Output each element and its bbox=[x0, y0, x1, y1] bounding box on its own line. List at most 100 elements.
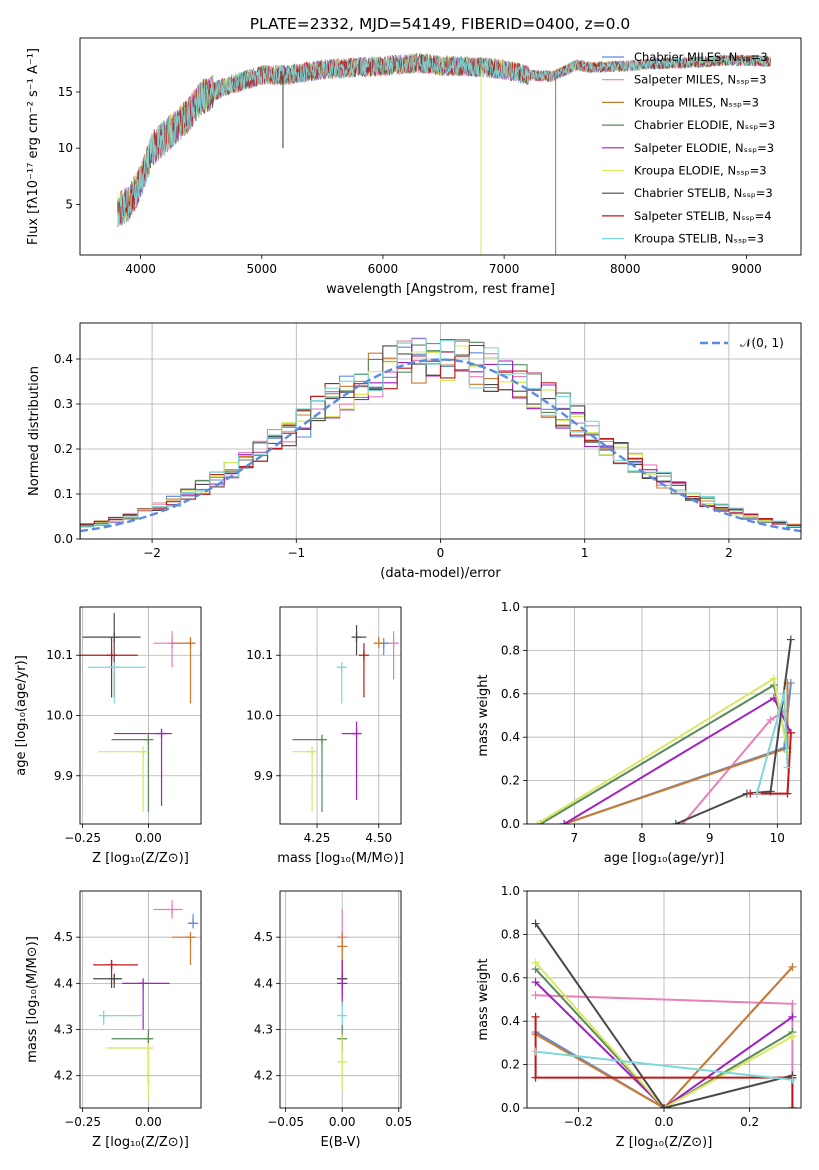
x-tick-label: 2 bbox=[725, 546, 733, 560]
y-tick-label: 4.5 bbox=[54, 930, 73, 944]
data-point bbox=[156, 728, 167, 739]
legend-label: Kroupa ELODIE, Nₛₛₚ=3 bbox=[634, 164, 767, 178]
x-tick-label: 0.00 bbox=[329, 1115, 356, 1129]
plot-area bbox=[80, 891, 201, 1108]
x-tick-label: 7000 bbox=[489, 262, 520, 276]
legend-label: Kroupa MILES, Nₛₛₚ=3 bbox=[634, 95, 759, 109]
mass-weight-marker bbox=[531, 1073, 540, 1082]
y-tick-label: 0.6 bbox=[501, 971, 520, 985]
y-tick-label: 0.4 bbox=[54, 352, 73, 366]
data-point bbox=[138, 978, 149, 989]
x-tick-label: 1 bbox=[581, 546, 589, 560]
mass-weight-line bbox=[534, 968, 793, 1108]
y-tick-label: 15 bbox=[58, 85, 73, 99]
x-tick-label: 0.05 bbox=[385, 1115, 412, 1129]
x-tick-label: 0.00 bbox=[135, 831, 162, 845]
mass-weight-line bbox=[535, 1050, 793, 1081]
axes-frame bbox=[79, 322, 802, 540]
figure-title: PLATE=2332, MJD=54149, FIBERID=0400, z=0… bbox=[250, 15, 631, 33]
mass-weight-marker bbox=[788, 1104, 797, 1108]
x-tick-label: 0.2 bbox=[740, 1115, 759, 1129]
chart-massweight_vs_age: 7 8 9 10 0.0 0.2 0.4 0.6 0.8 1.0 age [log₁₀(age/yr… bbox=[476, 600, 802, 866]
axes-frame bbox=[79, 37, 802, 256]
x-tick-label: 10 bbox=[770, 831, 785, 845]
data-point bbox=[307, 746, 318, 757]
mass-weight-marker bbox=[766, 715, 775, 724]
y-tick-label: 10.0 bbox=[46, 709, 73, 723]
mass-weight-line bbox=[534, 922, 793, 1108]
data-point bbox=[351, 728, 362, 739]
x-tick-label: 6000 bbox=[368, 262, 399, 276]
axes-frame bbox=[526, 606, 802, 825]
legend-label: Salpeter STELIB, Nₛₛₚ=4 bbox=[634, 209, 772, 223]
data-point bbox=[109, 973, 120, 984]
x-tick-label: −0.2 bbox=[564, 1115, 593, 1129]
legend-label: Chabrier STELIB, Nₛₛₚ=3 bbox=[634, 186, 773, 200]
legend-label: Chabrier MILES, Nₛₛₚ=3 bbox=[634, 50, 768, 64]
y-tick-label: 0.2 bbox=[54, 442, 73, 456]
y-axis-label: mass weight bbox=[476, 958, 491, 1040]
y-tick-label: 0.6 bbox=[501, 687, 520, 701]
x-tick-label: 5000 bbox=[246, 262, 277, 276]
y-tick-label: 1.0 bbox=[501, 600, 520, 614]
plot-area bbox=[527, 607, 801, 824]
x-axis-label: wavelength [Angstrom, rest frame] bbox=[326, 282, 555, 297]
mass-weight-marker bbox=[671, 820, 680, 824]
data-point bbox=[337, 1010, 348, 1021]
mass-weight-marker bbox=[788, 1012, 797, 1021]
spectrum-line bbox=[117, 53, 771, 227]
x-tick-label: 0 bbox=[437, 546, 445, 560]
mass-weight-marker bbox=[780, 689, 789, 698]
y-axis-label: mass weight bbox=[476, 674, 491, 756]
mass-weight-marker bbox=[783, 789, 792, 798]
chart-residuals: −2 −1 0 1 2 0.0 0.1 0.2 0.3 0.4 (data-model)/error… bbox=[27, 322, 802, 581]
mass-weight-marker bbox=[769, 674, 778, 683]
chart-massweight_vs_Z: −0.2 0.0 0.2 0.0 0.2 0.4 0.6 0.8 1.0 Z [log₁₀(Z/Z… bbox=[476, 884, 802, 1150]
mass-weight-marker bbox=[788, 999, 797, 1008]
plot-area bbox=[117, 52, 771, 255]
mass-weight-marker bbox=[533, 820, 542, 824]
mass-weight-marker bbox=[788, 1075, 797, 1084]
data-point bbox=[337, 941, 348, 952]
chart-mass_vs_ebv: −0.05 0.00 0.05 4.2 4.3 4.4 4.5 E(B-V) bbox=[254, 890, 412, 1150]
mass-weight-marker bbox=[786, 635, 795, 644]
data-point bbox=[109, 632, 120, 643]
x-axis-label: Z [log₁₀(Z/Z⊙)] bbox=[92, 851, 189, 866]
axes-frame bbox=[79, 606, 202, 825]
x-tick-label: 8 bbox=[638, 831, 646, 845]
mass-weight-marker bbox=[660, 1104, 668, 1108]
data-point bbox=[138, 746, 149, 757]
y-axis-label: Normed distribution bbox=[27, 366, 42, 496]
mass-weight-marker bbox=[531, 958, 540, 967]
x-axis-label: age [log₁₀(age/yr)] bbox=[604, 851, 725, 866]
data-point bbox=[185, 638, 196, 649]
mass-weight-line bbox=[534, 981, 793, 1108]
mass-weight-line bbox=[534, 961, 793, 1108]
y-tick-label: 1.0 bbox=[501, 884, 520, 898]
x-tick-label: −0.25 bbox=[64, 831, 101, 845]
data-point bbox=[337, 1056, 348, 1067]
mass-weight-marker bbox=[788, 962, 797, 971]
data-point bbox=[336, 662, 347, 673]
data-point bbox=[388, 638, 399, 649]
y-tick-label: 0.4 bbox=[501, 1014, 520, 1028]
x-axis-label: Z [log₁₀(Z/Z⊙)] bbox=[92, 1135, 189, 1150]
y-tick-label: 5 bbox=[65, 197, 73, 211]
data-point bbox=[358, 650, 369, 661]
legend-label: Salpeter ELODIE, Nₛₛₚ=3 bbox=[634, 141, 774, 155]
mass-weight-marker bbox=[531, 1047, 540, 1056]
x-tick-label: 7 bbox=[571, 831, 579, 845]
mass-weight-marker bbox=[786, 728, 795, 737]
x-tick-label: −0.05 bbox=[267, 1115, 304, 1129]
mass-weight-line bbox=[535, 966, 794, 1108]
data-point bbox=[188, 918, 199, 929]
data-point bbox=[143, 1042, 154, 1053]
x-axis-label: E(B-V) bbox=[320, 1135, 360, 1150]
y-tick-label: 4.3 bbox=[54, 1023, 73, 1037]
x-tick-label: 9000 bbox=[731, 262, 762, 276]
chart-age_vs_Z: −0.25 0.00 9.9 10.0 10.1 Z [log₁₀(Z/Z⊙)] age [… bbox=[14, 606, 202, 866]
axes-frame bbox=[526, 890, 802, 1109]
x-axis-label: Z [log₁₀(Z/Z⊙)] bbox=[616, 1135, 713, 1150]
x-tick-label: −1 bbox=[287, 546, 305, 560]
normal-curve bbox=[80, 358, 801, 533]
